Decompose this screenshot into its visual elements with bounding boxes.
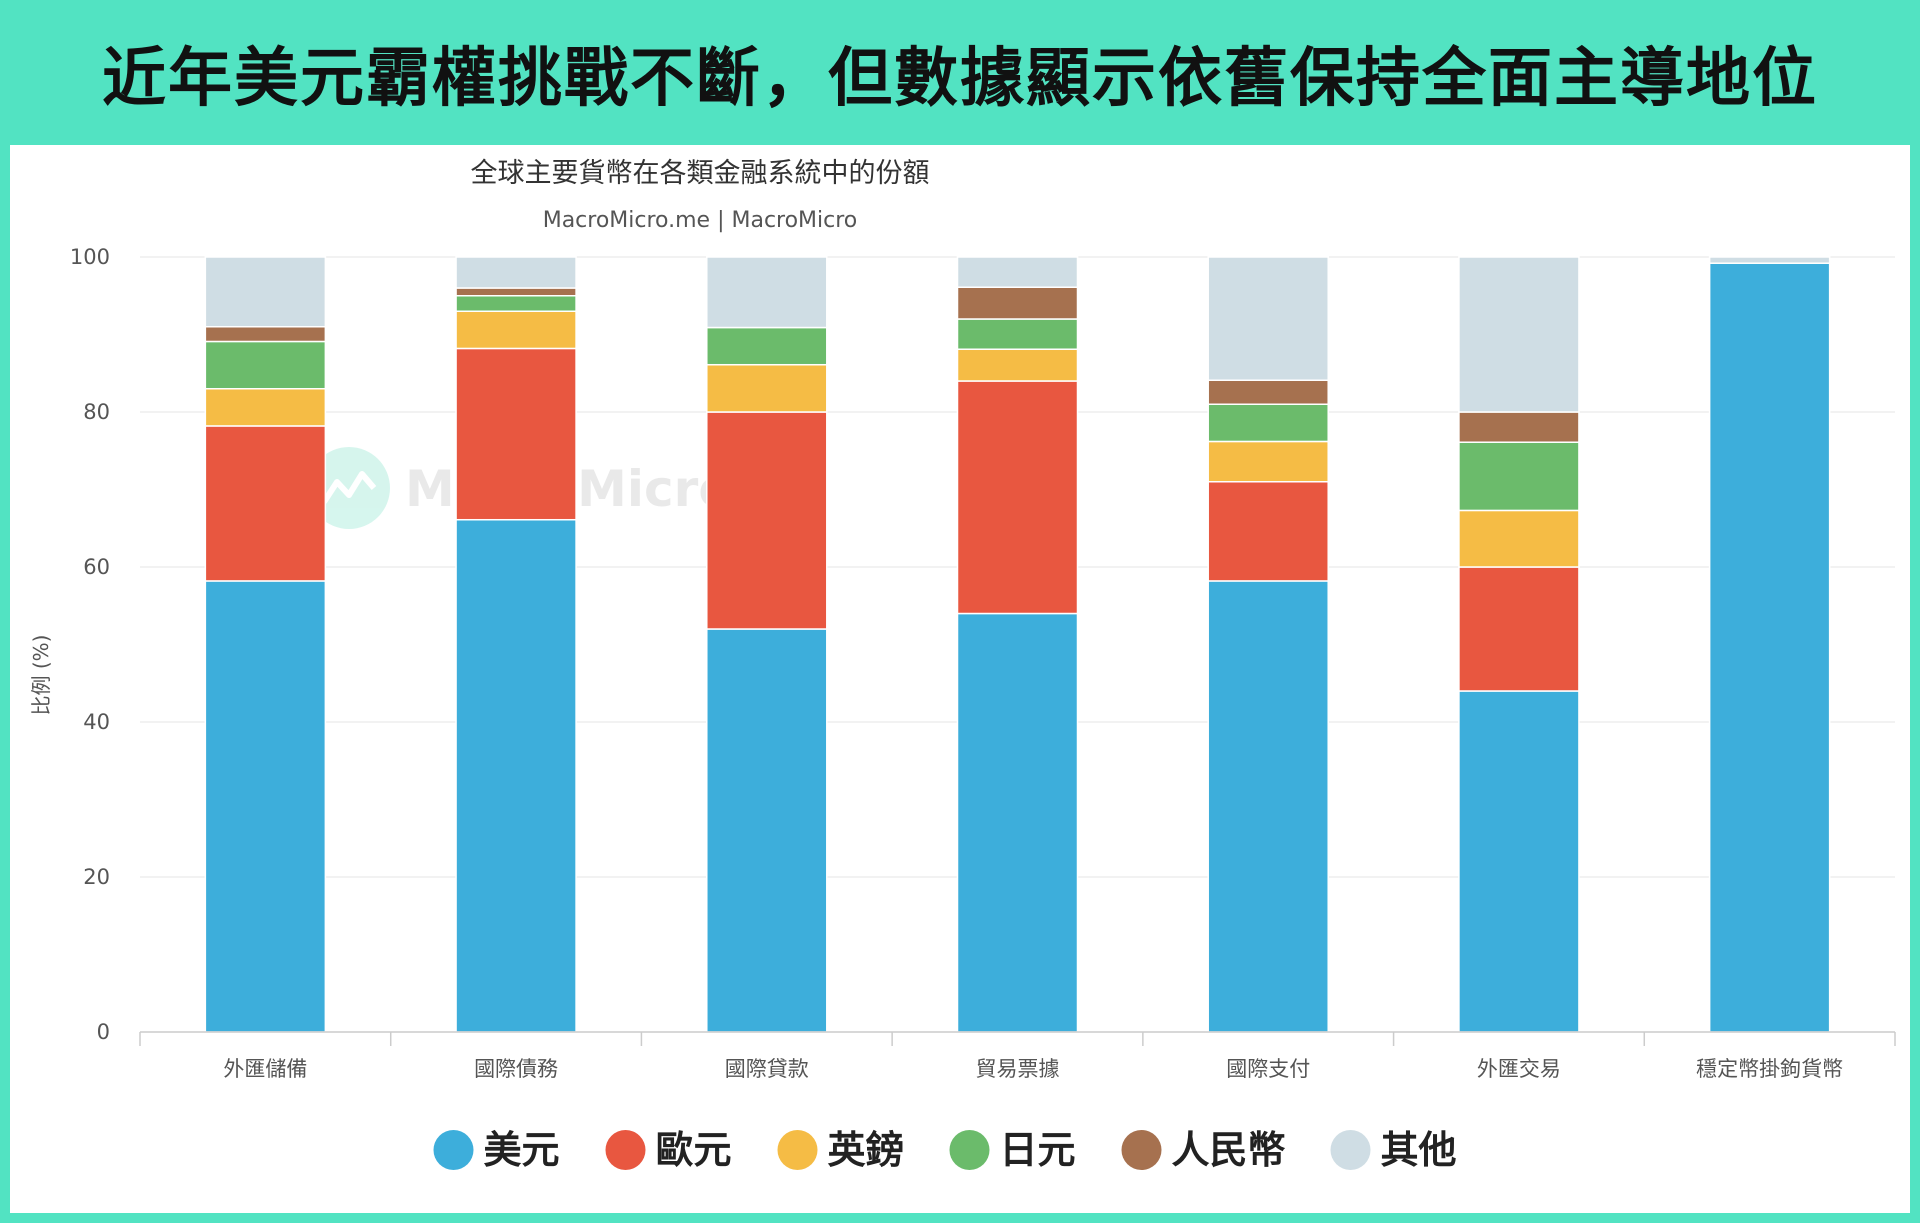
y-tick-label: 80 (83, 400, 110, 424)
bar-segment (1708, 262, 1831, 1033)
legend-label: 人民幣 (1172, 1128, 1286, 1172)
legend-swatch-icon (1330, 1130, 1371, 1170)
y-tick-label: 20 (83, 865, 110, 889)
x-category-label: 外匯交易 (1477, 1057, 1561, 1081)
headline-title: 近年美元霸權挑戰不斷，但數據顯示依舊保持全面主導地位 (102, 41, 1818, 116)
bar-segment (1458, 411, 1580, 443)
bar-segment (956, 318, 1079, 350)
legend-item: 美元 (433, 1128, 560, 1172)
bar-segment (455, 256, 577, 289)
chart-panel: MacroMicro 全球主要貨幣在各類金融系統中的份額 MacroMicro.… (10, 145, 1910, 1213)
bar-segment (706, 411, 828, 630)
bar-segment (1207, 580, 1329, 1033)
bar-segment (706, 256, 828, 329)
bar-segment (956, 348, 1079, 382)
legend-swatch-icon (777, 1130, 818, 1170)
x-category-label: 國際支付 (1226, 1057, 1310, 1081)
bar-segment (204, 340, 327, 390)
bar-segment (1207, 403, 1329, 443)
legend-label: 其他 (1381, 1128, 1457, 1172)
bar-segment (1458, 256, 1580, 413)
bar-segment (1207, 481, 1329, 582)
bar-segment (1458, 566, 1580, 692)
y-tick-label: 40 (83, 710, 110, 734)
legend-swatch-icon (1121, 1130, 1162, 1170)
stacked-bar-chart: MacroMicro 全球主要貨幣在各類金融系統中的份額 MacroMicro.… (29, 158, 1896, 1172)
watermark-logo-line-icon (321, 471, 377, 504)
legend-label: 日元 (1000, 1128, 1076, 1172)
bar-segment (956, 612, 1079, 1033)
bar-segment (204, 388, 327, 427)
x-category-label: 貿易票據 (976, 1057, 1060, 1081)
bar-segment (204, 425, 327, 582)
x-axis: 外匯儲備 國際債務 國際貸款 貿易票據 國際支付 外匯交易 穩定幣掛鉤貨幣 (139, 1031, 1896, 1081)
bar-segment (1458, 690, 1580, 1033)
legend-item: 日元 (949, 1128, 1076, 1172)
y-axis-ticks: 0 20 40 60 80 100 (70, 245, 110, 1044)
bar-segment (455, 295, 577, 312)
bar-segment (204, 580, 327, 1033)
x-category-label: 國際貸款 (725, 1057, 809, 1081)
headline-banner: 近年美元霸權挑戰不斷，但數據顯示依舊保持全面主導地位 (0, 0, 1920, 145)
legend-item: 人民幣 (1121, 1128, 1286, 1172)
bar-segment (204, 256, 327, 328)
bar-segment (956, 380, 1079, 615)
legend: 美元 歐元 英鎊 日元 人民幣 其他 (433, 1128, 1457, 1172)
legend-item: 歐元 (605, 1128, 732, 1172)
bar-segment (706, 363, 828, 413)
bar-segment (455, 287, 577, 297)
x-category-label: 穩定幣掛鉤貨幣 (1696, 1057, 1843, 1081)
bar-segment (1458, 509, 1580, 568)
chart-title: 全球主要貨幣在各類金融系統中的份額 (471, 158, 930, 189)
bar-segment (956, 286, 1079, 320)
legend-label: 英鎊 (828, 1128, 904, 1172)
x-category-label: 外匯儲備 (223, 1057, 307, 1081)
bar-segment (706, 326, 828, 366)
y-axis-label: 比例 (%) (29, 635, 53, 716)
bar-segment (204, 326, 327, 343)
bar-segment (1458, 441, 1580, 512)
legend-item: 英鎊 (777, 1128, 904, 1172)
bars (204, 256, 1831, 1033)
bar-segment (1207, 256, 1329, 381)
y-tick-label: 100 (70, 245, 110, 269)
x-category-label: 國際債務 (474, 1057, 558, 1081)
bar-segment (1207, 440, 1329, 483)
legend-swatch-icon (433, 1130, 474, 1170)
legend-swatch-icon (949, 1130, 990, 1170)
legend-item: 其他 (1330, 1128, 1457, 1172)
watermark-logo-icon (308, 447, 390, 529)
bar-segment (455, 347, 577, 521)
y-tick-label: 60 (83, 555, 110, 579)
bar-segment (956, 256, 1079, 288)
bar-segment (455, 518, 577, 1033)
legend-label: 歐元 (656, 1128, 732, 1172)
y-tick-label: 0 (97, 1020, 110, 1044)
bar-segment (455, 310, 577, 350)
chart-subtitle: MacroMicro.me | MacroMicro (543, 208, 858, 233)
legend-label: 美元 (484, 1128, 560, 1172)
legend-swatch-icon (605, 1130, 646, 1170)
bar-segment (1207, 379, 1329, 406)
bar-segment (706, 628, 828, 1033)
bar-segment (1708, 256, 1831, 264)
